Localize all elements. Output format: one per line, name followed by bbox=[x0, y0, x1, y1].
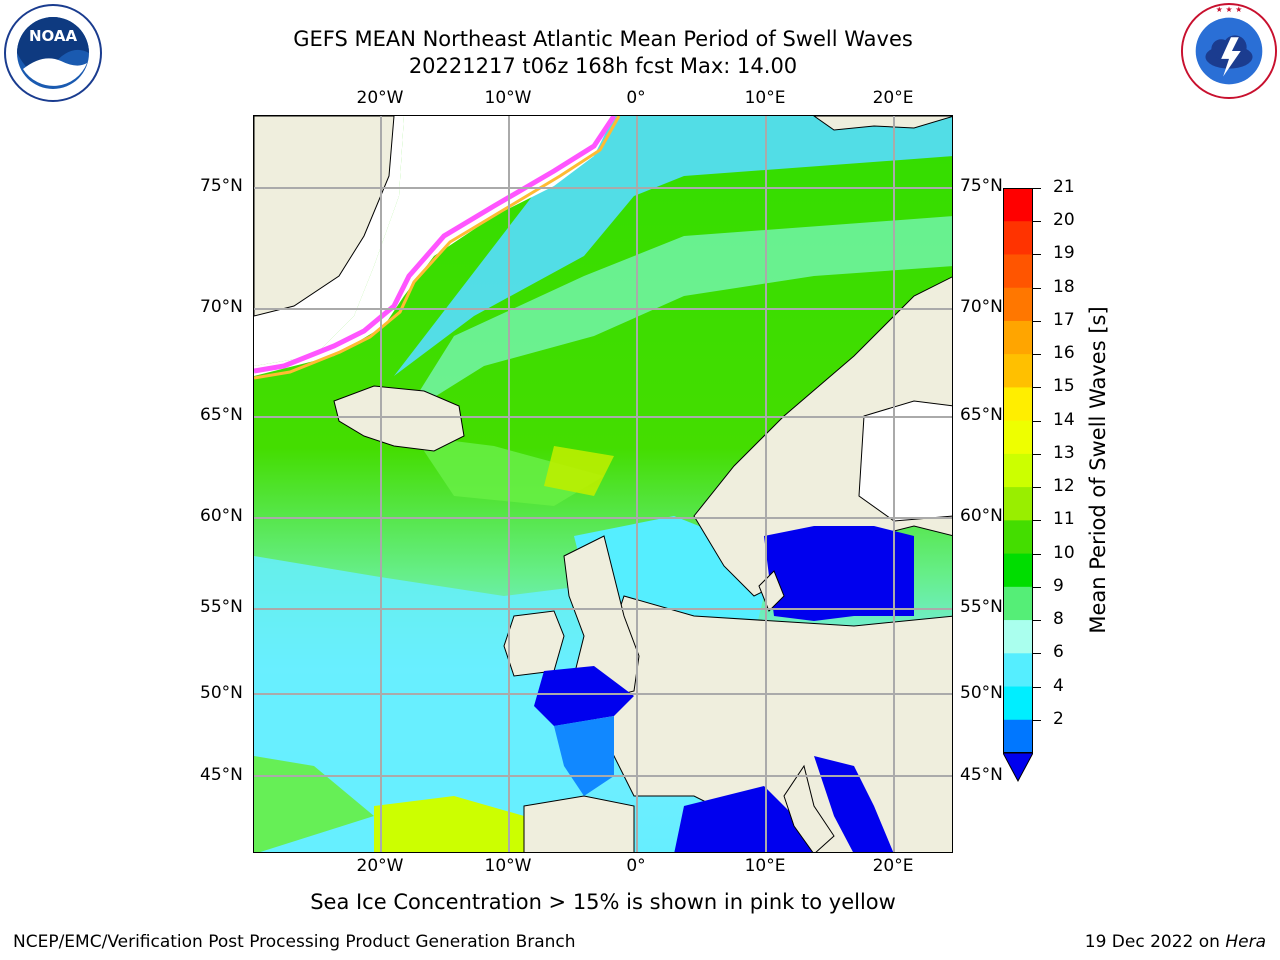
footer-date-text: 19 Dec 2022 on bbox=[1084, 932, 1226, 952]
footer-credit: NCEP/EMC/Verification Post Processing Pr… bbox=[13, 932, 576, 952]
lon-tick-top-20w: 20°W bbox=[356, 88, 404, 108]
colorbar-tick-label: 10 bbox=[1053, 542, 1075, 563]
lat-tick-right-65n: 65°N bbox=[960, 405, 1003, 425]
colorbar-tick-label: 4 bbox=[1053, 675, 1064, 696]
lon-tick-bottom-20e: 20°E bbox=[872, 856, 914, 876]
lon-tick-bottom-0: 0° bbox=[626, 856, 646, 876]
colorbar-swatch bbox=[1003, 420, 1033, 455]
lon-tick-top-10w: 10°W bbox=[484, 88, 532, 108]
lon-tick-bottom-20w: 20°W bbox=[356, 856, 404, 876]
lat-tick-right-55n: 55°N bbox=[960, 597, 1003, 617]
colorbar-tick-label: 6 bbox=[1053, 642, 1064, 663]
chart-subtitle: 20221217 t06z 168h fcst Max: 14.00 bbox=[408, 54, 798, 78]
lat-tick-left-45n: 45°N bbox=[200, 765, 243, 785]
colorbar-tick-mark bbox=[1033, 553, 1041, 555]
colorbar-tick-mark bbox=[1033, 453, 1041, 455]
lon-tick-bottom-10w: 10°W bbox=[484, 856, 532, 876]
colorbar-swatch bbox=[1003, 354, 1033, 388]
colorbar-swatch bbox=[1003, 487, 1033, 521]
colorbar-tick-mark bbox=[1033, 620, 1041, 622]
lat-tick-right-50n: 50°N bbox=[960, 683, 1003, 703]
colorbar-tick-label: 9 bbox=[1053, 575, 1064, 596]
colorbar-swatch bbox=[1003, 553, 1033, 588]
colorbar-tick-label: 12 bbox=[1053, 476, 1075, 497]
colorbar-tick-label: 19 bbox=[1053, 243, 1075, 264]
colorbar-swatch bbox=[1003, 520, 1033, 555]
lat-tick-left-70n: 70°N bbox=[200, 297, 243, 317]
colorbar-tick-mark bbox=[1033, 221, 1041, 223]
colorbar-tick-label: 13 bbox=[1053, 442, 1075, 463]
colorbar-tick-mark bbox=[1033, 520, 1041, 522]
colorbar-tick-mark bbox=[1033, 188, 1041, 189]
colorbar-tick-label: 16 bbox=[1053, 343, 1075, 364]
chart-title: GEFS MEAN Northeast Atlantic Mean Period… bbox=[293, 27, 913, 51]
colorbar-swatch bbox=[1003, 620, 1033, 654]
lon-tick-top-20e: 20°E bbox=[872, 88, 914, 108]
noaa-logo-text: NOAA bbox=[29, 27, 78, 45]
colorbar-swatch bbox=[1003, 719, 1033, 754]
colorbar-swatch bbox=[1003, 320, 1033, 355]
colorbar-tick-mark bbox=[1033, 320, 1041, 322]
lon-tick-top-10e: 10°E bbox=[744, 88, 786, 108]
lat-tick-right-60n: 60°N bbox=[960, 506, 1003, 526]
colorbar-tick-label: 2 bbox=[1053, 708, 1064, 729]
colorbar-tick-mark bbox=[1033, 354, 1041, 356]
colorbar-swatch bbox=[1003, 254, 1033, 289]
colorbar-tick-mark bbox=[1033, 487, 1041, 489]
colorbar-tick-mark bbox=[1033, 254, 1041, 256]
colorbar-swatch bbox=[1003, 188, 1033, 222]
swell-period-map bbox=[254, 116, 952, 852]
lon-tick-top-0: 0° bbox=[626, 88, 646, 108]
map-panel bbox=[253, 115, 953, 853]
lat-tick-left-60n: 60°N bbox=[200, 506, 243, 526]
colorbar-swatch bbox=[1003, 586, 1033, 621]
colorbar-tick-mark bbox=[1033, 586, 1041, 588]
colorbar-tick-label: 8 bbox=[1053, 609, 1064, 630]
colorbar-swatch bbox=[1003, 653, 1033, 688]
colorbar-tick-mark bbox=[1033, 420, 1041, 422]
colorbar-tick-label: 17 bbox=[1053, 309, 1075, 330]
lat-tick-left-50n: 50°N bbox=[200, 683, 243, 703]
lat-tick-left-55n: 55°N bbox=[200, 597, 243, 617]
svg-text:★ ★ ★: ★ ★ ★ bbox=[1216, 5, 1243, 14]
colorbar-tick-label: 14 bbox=[1053, 409, 1075, 430]
colorbar bbox=[1003, 188, 1033, 783]
lat-tick-right-45n: 45°N bbox=[960, 765, 1003, 785]
colorbar-title: Mean Period of Swell Waves [s] bbox=[1086, 306, 1110, 634]
colorbar-tick-mark bbox=[1033, 387, 1041, 389]
colorbar-tick-mark bbox=[1033, 653, 1041, 655]
lat-tick-left-65n: 65°N bbox=[200, 405, 243, 425]
colorbar-tick-label: 20 bbox=[1053, 210, 1075, 231]
lat-tick-right-70n: 70°N bbox=[960, 297, 1003, 317]
sea-ice-caption: Sea Ice Concentration > 15% is shown in … bbox=[310, 890, 896, 914]
colorbar-tick-label: 15 bbox=[1053, 376, 1075, 397]
colorbar-tick-mark bbox=[1033, 287, 1041, 289]
colorbar-tick-label: 11 bbox=[1053, 509, 1075, 530]
colorbar-extend-arrow bbox=[1003, 752, 1033, 783]
nws-logo: ★ ★ ★ bbox=[1180, 2, 1278, 100]
colorbar-swatch bbox=[1003, 453, 1033, 488]
lon-tick-bottom-10e: 10°E bbox=[744, 856, 786, 876]
noaa-logo: NOAA bbox=[4, 4, 102, 102]
colorbar-tick-mark bbox=[1033, 719, 1041, 721]
colorbar-tick-label: 21 bbox=[1053, 177, 1075, 197]
lat-tick-right-75n: 75°N bbox=[960, 176, 1003, 196]
colorbar-tick-label: 18 bbox=[1053, 276, 1075, 297]
colorbar-swatch bbox=[1003, 221, 1033, 255]
footer-date: 19 Dec 2022 on Hera bbox=[1085, 932, 1266, 952]
colorbar-swatch bbox=[1003, 287, 1033, 322]
colorbar-tick-mark bbox=[1033, 686, 1041, 688]
footer-host: Hera bbox=[1225, 932, 1266, 952]
lat-tick-left-75n: 75°N bbox=[200, 176, 243, 196]
colorbar-swatch bbox=[1003, 686, 1033, 721]
colorbar-swatch bbox=[1003, 387, 1033, 422]
